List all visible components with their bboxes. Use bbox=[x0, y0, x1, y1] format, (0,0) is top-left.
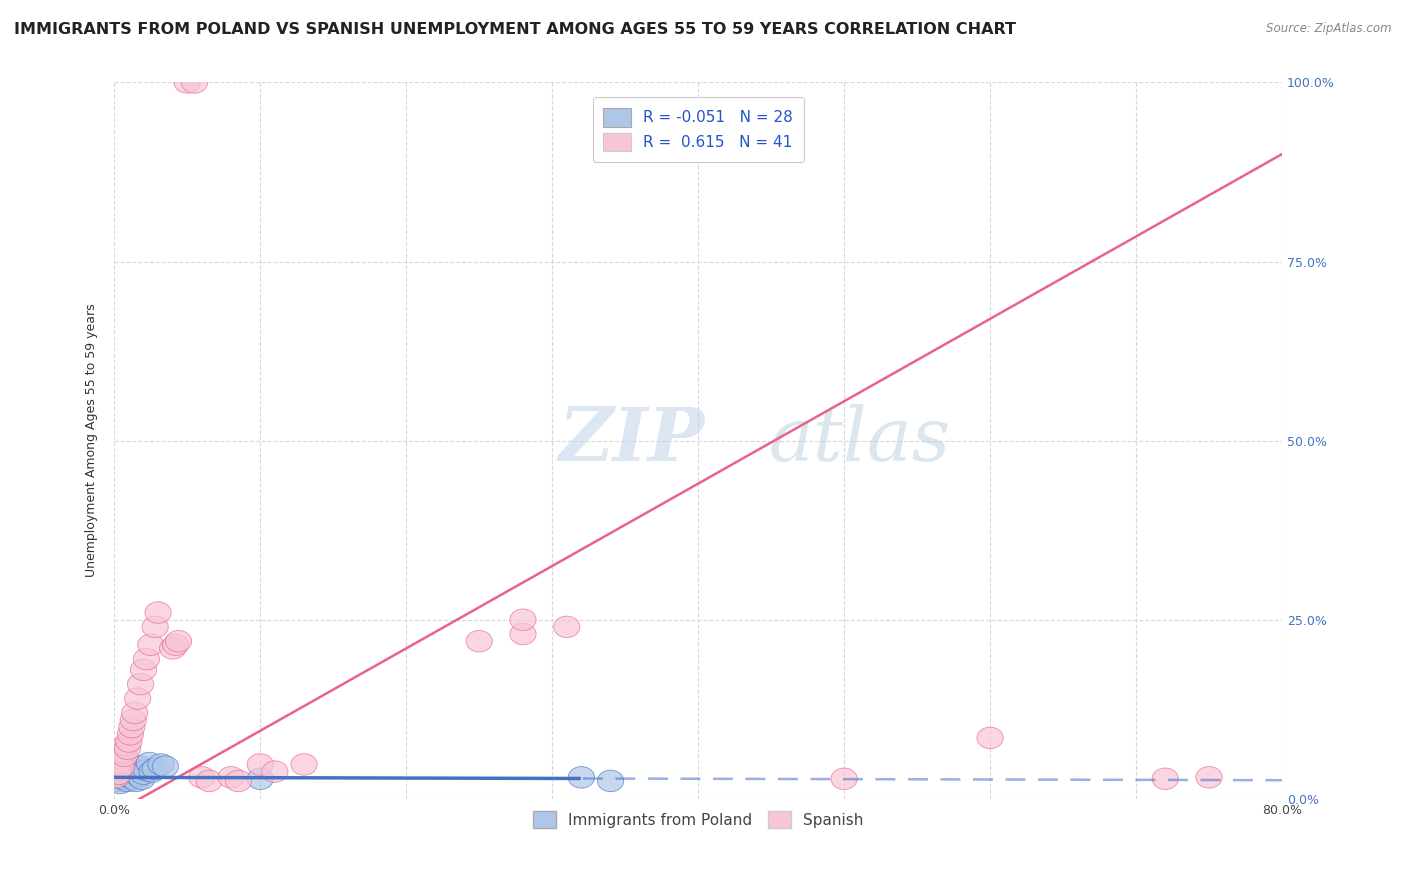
Ellipse shape bbox=[142, 616, 169, 638]
Ellipse shape bbox=[117, 723, 143, 745]
Ellipse shape bbox=[218, 766, 245, 789]
Ellipse shape bbox=[114, 738, 141, 759]
Ellipse shape bbox=[291, 754, 318, 775]
Text: ZIP: ZIP bbox=[558, 404, 704, 477]
Ellipse shape bbox=[195, 770, 222, 792]
Ellipse shape bbox=[152, 756, 179, 777]
Ellipse shape bbox=[125, 761, 150, 782]
Ellipse shape bbox=[118, 758, 145, 780]
Ellipse shape bbox=[247, 768, 273, 789]
Ellipse shape bbox=[159, 638, 186, 659]
Ellipse shape bbox=[174, 71, 201, 93]
Ellipse shape bbox=[105, 766, 132, 789]
Ellipse shape bbox=[188, 766, 215, 789]
Ellipse shape bbox=[110, 768, 136, 789]
Ellipse shape bbox=[148, 754, 174, 775]
Ellipse shape bbox=[107, 772, 134, 794]
Ellipse shape bbox=[163, 634, 188, 656]
Ellipse shape bbox=[831, 768, 858, 789]
Ellipse shape bbox=[181, 71, 208, 93]
Ellipse shape bbox=[114, 770, 141, 792]
Ellipse shape bbox=[104, 759, 131, 780]
Ellipse shape bbox=[134, 648, 159, 670]
Ellipse shape bbox=[510, 624, 536, 645]
Ellipse shape bbox=[136, 752, 163, 773]
Ellipse shape bbox=[125, 688, 150, 709]
Ellipse shape bbox=[107, 752, 134, 773]
Ellipse shape bbox=[134, 759, 159, 780]
Ellipse shape bbox=[465, 631, 492, 652]
Ellipse shape bbox=[225, 770, 252, 792]
Ellipse shape bbox=[108, 756, 135, 777]
Ellipse shape bbox=[117, 766, 143, 789]
Ellipse shape bbox=[121, 763, 148, 784]
Ellipse shape bbox=[105, 763, 132, 784]
Text: Source: ZipAtlas.com: Source: ZipAtlas.com bbox=[1267, 22, 1392, 36]
Ellipse shape bbox=[598, 770, 624, 792]
Ellipse shape bbox=[118, 716, 145, 738]
Ellipse shape bbox=[103, 766, 129, 789]
Ellipse shape bbox=[104, 770, 131, 792]
Ellipse shape bbox=[1197, 766, 1222, 789]
Ellipse shape bbox=[166, 631, 191, 652]
Legend: Immigrants from Poland, Spanish: Immigrants from Poland, Spanish bbox=[527, 805, 869, 834]
Ellipse shape bbox=[262, 761, 288, 782]
Ellipse shape bbox=[110, 741, 136, 763]
Text: IMMIGRANTS FROM POLAND VS SPANISH UNEMPLOYMENT AMONG AGES 55 TO 59 YEARS CORRELA: IMMIGRANTS FROM POLAND VS SPANISH UNEMPL… bbox=[14, 22, 1017, 37]
Ellipse shape bbox=[131, 763, 156, 784]
Ellipse shape bbox=[124, 770, 149, 792]
Ellipse shape bbox=[128, 673, 153, 695]
Text: atlas: atlas bbox=[768, 404, 950, 477]
Ellipse shape bbox=[115, 731, 142, 752]
Ellipse shape bbox=[139, 761, 166, 782]
Ellipse shape bbox=[127, 765, 152, 787]
Ellipse shape bbox=[145, 602, 172, 624]
Ellipse shape bbox=[121, 702, 148, 723]
Ellipse shape bbox=[129, 768, 155, 789]
Ellipse shape bbox=[568, 766, 595, 789]
Ellipse shape bbox=[142, 758, 169, 780]
Ellipse shape bbox=[108, 763, 135, 784]
Ellipse shape bbox=[112, 765, 139, 787]
Ellipse shape bbox=[120, 709, 146, 731]
Ellipse shape bbox=[120, 768, 146, 789]
Ellipse shape bbox=[247, 754, 273, 775]
Ellipse shape bbox=[112, 734, 139, 756]
Ellipse shape bbox=[128, 756, 153, 777]
Ellipse shape bbox=[977, 727, 1004, 748]
Ellipse shape bbox=[111, 759, 138, 780]
Ellipse shape bbox=[115, 761, 142, 782]
Ellipse shape bbox=[131, 659, 156, 681]
Ellipse shape bbox=[554, 616, 579, 638]
Ellipse shape bbox=[111, 745, 138, 766]
Ellipse shape bbox=[138, 634, 165, 656]
Ellipse shape bbox=[510, 609, 536, 631]
Ellipse shape bbox=[1152, 768, 1178, 789]
Y-axis label: Unemployment Among Ages 55 to 59 years: Unemployment Among Ages 55 to 59 years bbox=[86, 304, 98, 577]
